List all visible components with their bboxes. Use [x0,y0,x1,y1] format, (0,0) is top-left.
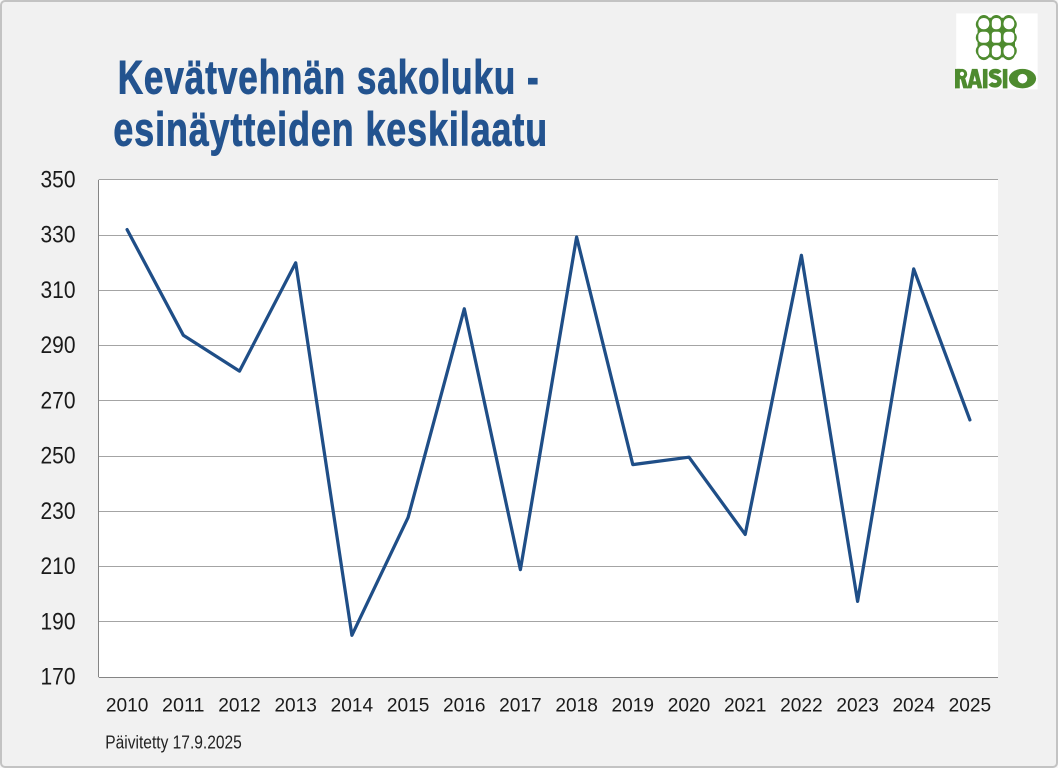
svg-text:2018: 2018 [555,695,598,717]
svg-text:190: 190 [41,608,76,635]
svg-text:2017: 2017 [499,695,542,717]
svg-text:Kevätvehnän sakoluku -: Kevätvehnän sakoluku - [118,51,540,104]
svg-text:2024: 2024 [892,695,935,717]
svg-text:2012: 2012 [218,695,261,717]
svg-text:2020: 2020 [668,695,711,717]
svg-text:2011: 2011 [162,695,205,717]
svg-text:2022: 2022 [780,695,823,717]
svg-text:2016: 2016 [443,695,486,717]
svg-text:230: 230 [41,498,76,525]
svg-text:210: 210 [41,553,76,580]
svg-text:350: 350 [41,166,76,193]
svg-text:2013: 2013 [274,695,317,717]
svg-text:170: 170 [41,664,76,691]
svg-text:2021: 2021 [724,695,767,717]
svg-text:2019: 2019 [612,695,655,717]
svg-text:Päivitetty 17.9.2025: Päivitetty 17.9.2025 [105,731,242,752]
svg-text:310: 310 [41,277,76,304]
svg-text:270: 270 [41,387,76,414]
svg-text:330: 330 [41,222,76,249]
svg-text:2023: 2023 [836,695,879,717]
svg-text:2010: 2010 [106,695,149,717]
svg-text:2014: 2014 [331,695,374,717]
svg-text:2025: 2025 [949,695,992,717]
svg-text:250: 250 [41,443,76,470]
svg-text:2015: 2015 [387,695,430,717]
svg-text:esinäytteiden keskilaatu: esinäytteiden keskilaatu [113,102,548,155]
svg-text:290: 290 [41,332,76,359]
